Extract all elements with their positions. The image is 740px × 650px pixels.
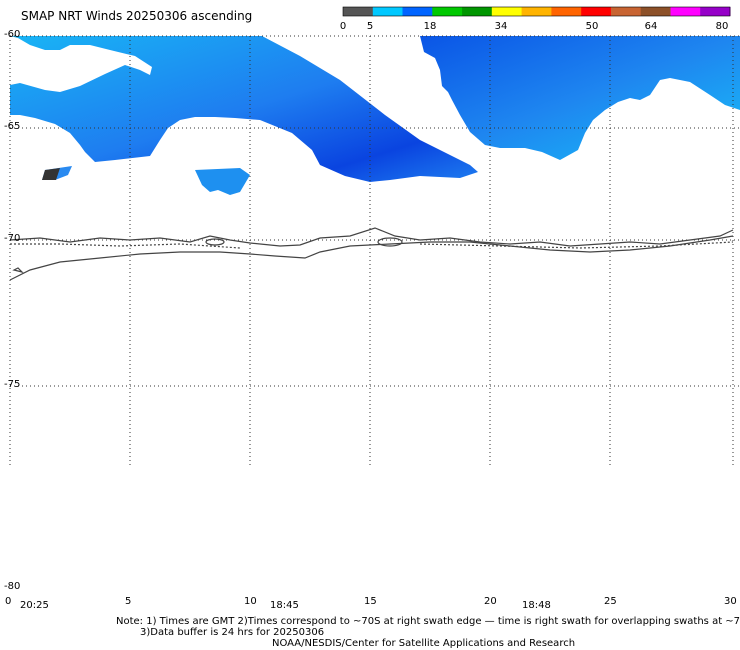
lat-label: -70: [4, 233, 21, 244]
note-line-3: NOAA/NESDIS/Center for Satellite Applica…: [272, 638, 576, 649]
color-scale-border: [342, 6, 731, 17]
time-label: 18:48: [522, 600, 551, 611]
color-scale-segment: [343, 7, 374, 16]
lon-label: 30: [724, 596, 737, 607]
color-scale-segment: [581, 7, 612, 16]
lon-label: 5: [125, 596, 132, 607]
lat-label: -80: [4, 581, 21, 592]
lon-label: 15: [364, 596, 377, 607]
lon-label: 0: [5, 596, 12, 607]
rain-flag-cell: [42, 168, 60, 180]
note-line-1: Note: 1) Times are GMT 2)Times correspon…: [116, 616, 740, 627]
time-label: 18:45: [270, 600, 299, 611]
lon-label: 20: [484, 596, 497, 607]
wind-swath-right: [420, 36, 740, 160]
lat-label: -75: [4, 379, 21, 390]
scale-label: 18: [423, 21, 437, 32]
color-scale-segment: [640, 7, 671, 16]
color-scale: [342, 6, 731, 17]
map-title: SMAP NRT Winds 20250306 ascending: [21, 9, 253, 23]
color-scale-segment: [521, 7, 552, 16]
scale-label: 34: [494, 21, 508, 32]
color-scale-segment: [551, 7, 582, 16]
lon-label: 25: [604, 596, 617, 607]
lat-label: -60: [4, 29, 21, 40]
color-scale-segment: [372, 7, 404, 16]
scale-label: 64: [644, 21, 658, 32]
scale-label: 0: [339, 21, 347, 32]
note-line-2: 3)Data buffer is 24 hrs for 20250306: [140, 627, 325, 638]
lon-label: 10: [244, 596, 257, 607]
scale-label: 80: [715, 21, 729, 32]
coastline: [9, 227, 734, 281]
color-scale-segment: [610, 7, 642, 16]
color-scale-segment: [670, 7, 701, 16]
time-label: 20:25: [20, 600, 49, 611]
wind-swath-left: [10, 36, 478, 182]
graticule: [9, 35, 740, 466]
color-scale-segment: [700, 7, 731, 16]
color-scale-segment: [402, 7, 433, 16]
scale-label: 50: [585, 21, 599, 32]
color-scale-segment: [432, 7, 463, 16]
color-scale-segment: [462, 7, 493, 16]
color-scale-segment: [491, 7, 523, 16]
lat-label: -65: [4, 121, 21, 132]
scale-label: 5: [366, 21, 374, 32]
wind-patch-small: [195, 168, 250, 195]
